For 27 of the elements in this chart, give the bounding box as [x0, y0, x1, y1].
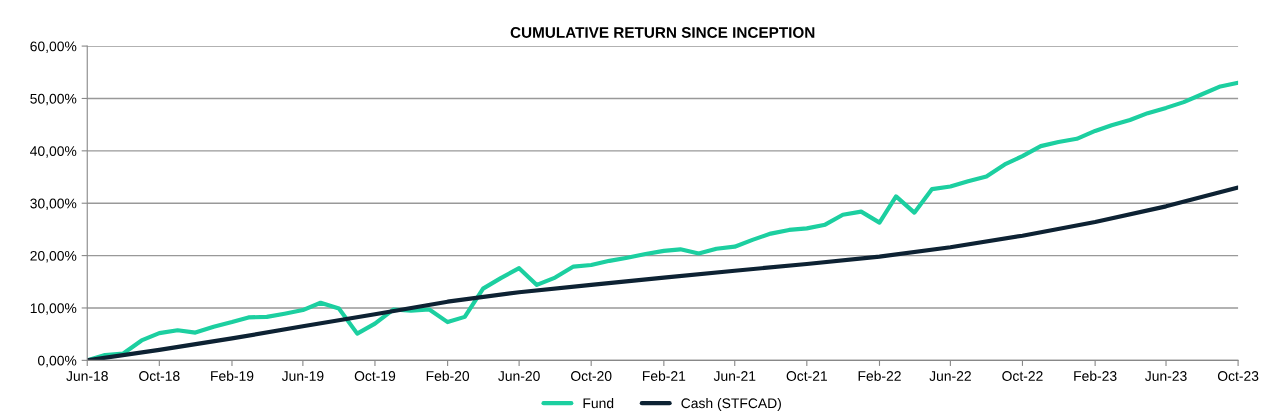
- x-tick-label: Jun-19: [281, 371, 324, 381]
- x-tick-label: Jun-23: [1145, 371, 1187, 381]
- x-tick-label: Oct-20: [571, 371, 612, 381]
- x-tick-label: Jun-21: [713, 371, 756, 381]
- x-tick-label: Jun-22: [929, 371, 971, 381]
- x-tick-label: Oct-23: [1217, 371, 1259, 381]
- x-tick-label: Oct-22: [1002, 371, 1043, 381]
- legend-label: Cash (STFCAD): [681, 397, 781, 411]
- chart-title: CUMULATIVE RETURN SINCE INCEPTION: [510, 27, 815, 38]
- y-tick-label: 30,00%: [30, 198, 77, 211]
- y-tick-label: 0,00%: [37, 355, 77, 368]
- y-tick-label: 20,00%: [30, 250, 77, 263]
- y-tick-label: 50,00%: [30, 93, 77, 106]
- x-tick-label: Feb-22: [858, 370, 901, 381]
- x-tick-label: Feb-21: [642, 370, 686, 381]
- legend-label: Fund: [583, 397, 614, 409]
- x-tick-label: Jun-18: [66, 371, 108, 381]
- x-tick-label: Oct-21: [786, 371, 827, 381]
- y-tick-label: 40,00%: [30, 146, 77, 158]
- x-tick-label: Oct-18: [139, 371, 180, 381]
- x-tick-label: Jun-20: [498, 371, 540, 381]
- y-tick-label: 60,00%: [30, 41, 77, 53]
- y-tick-label: 10,00%: [30, 303, 77, 315]
- x-tick-label: Oct-19: [354, 371, 396, 381]
- x-tick-label: Feb-19: [211, 370, 254, 381]
- x-tick-label: Feb-23: [1074, 370, 1117, 381]
- x-tick-label: Feb-20: [426, 370, 470, 381]
